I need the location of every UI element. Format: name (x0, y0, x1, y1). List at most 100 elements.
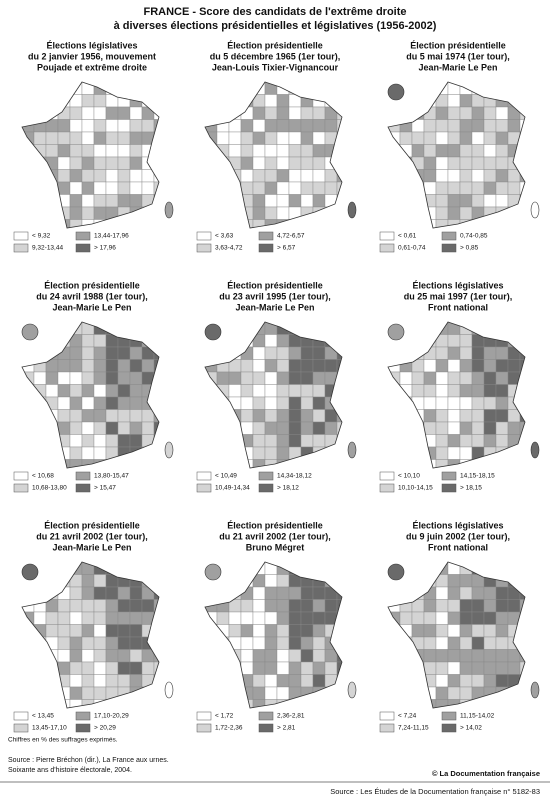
department (240, 131, 254, 145)
department (252, 371, 266, 385)
country-outline (387, 561, 526, 709)
department (252, 156, 266, 170)
panel-title: du 2 janvier 1956, mouvement (28, 51, 156, 61)
legend-label: < 9,32 (32, 233, 51, 240)
legend-label: > 0,85 (460, 245, 479, 252)
department (300, 384, 314, 398)
department (81, 106, 95, 120)
department (447, 334, 461, 348)
department (411, 384, 425, 398)
legend-label: 13,45-17,10 (32, 725, 67, 732)
legend-swatch (75, 483, 91, 493)
department (276, 371, 290, 385)
department (105, 384, 119, 398)
department (105, 119, 119, 133)
department (81, 434, 95, 448)
department (252, 599, 266, 613)
paris-inset (204, 563, 222, 581)
department (105, 396, 119, 410)
department (105, 624, 119, 638)
legend-label: 1,72-2,36 (215, 725, 243, 732)
department (81, 181, 95, 195)
departments (22, 82, 159, 228)
department (300, 194, 314, 208)
department (93, 586, 107, 600)
department (117, 181, 131, 195)
department (93, 674, 107, 688)
department (423, 119, 437, 133)
panel-title: du 21 avril 2002 (1er tour), (36, 531, 148, 541)
department (240, 169, 254, 183)
panel-title: Front national (428, 542, 488, 552)
legend-swatch (13, 711, 29, 721)
department (264, 611, 278, 625)
department (471, 106, 485, 120)
department (300, 144, 314, 158)
legend-swatch (258, 723, 274, 733)
department (276, 661, 290, 675)
department (447, 574, 461, 588)
legend-label: > 17,96 (94, 245, 116, 252)
department (459, 599, 473, 613)
department (276, 156, 290, 170)
department (300, 131, 314, 145)
department (435, 371, 449, 385)
department (141, 599, 155, 613)
department (69, 131, 83, 145)
legend-swatch (13, 483, 29, 493)
department (228, 384, 242, 398)
department (459, 334, 473, 348)
department (105, 181, 119, 195)
department (300, 106, 314, 120)
department (117, 131, 131, 145)
department (288, 624, 302, 638)
department (519, 661, 525, 675)
department (300, 409, 314, 423)
department (459, 586, 473, 600)
department (447, 446, 461, 460)
department (129, 661, 143, 675)
department (240, 421, 254, 435)
department (447, 106, 461, 120)
department (459, 421, 473, 435)
department (105, 371, 119, 385)
department (276, 94, 290, 108)
panel-title: Front national (428, 302, 488, 312)
department (312, 169, 326, 183)
department (288, 636, 302, 650)
department (483, 421, 497, 435)
department (264, 131, 278, 145)
legend-swatch (13, 723, 29, 733)
department (93, 661, 107, 675)
department (228, 611, 242, 625)
department (93, 371, 107, 385)
department (93, 434, 107, 448)
department (471, 624, 485, 638)
department (288, 144, 302, 158)
legend-label: < 1,72 (215, 713, 234, 720)
department (57, 649, 71, 663)
department (252, 169, 266, 183)
department (459, 359, 473, 373)
department (300, 649, 314, 663)
department (495, 169, 509, 183)
department (117, 421, 131, 435)
panel-title: Élection présidentielle (410, 40, 506, 50)
department (93, 421, 107, 435)
department (264, 409, 278, 423)
department (276, 649, 290, 663)
panel-title: du 9 juin 2002 (1er tour), (406, 531, 510, 541)
department (264, 384, 278, 398)
department (264, 156, 278, 170)
department (252, 194, 266, 208)
department (300, 371, 314, 385)
department (81, 446, 95, 460)
department (447, 636, 461, 650)
department (459, 611, 473, 625)
department (447, 434, 461, 448)
legend-label: < 10,10 (398, 473, 420, 480)
department (276, 446, 290, 460)
department (105, 611, 119, 625)
copyright: © La Documentation française (432, 769, 540, 778)
department (45, 384, 59, 398)
